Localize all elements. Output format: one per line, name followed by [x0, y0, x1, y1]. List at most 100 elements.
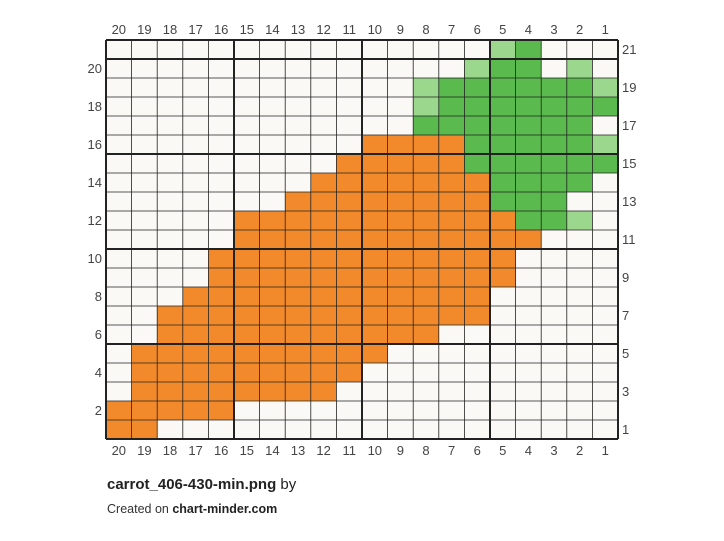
by-text: by	[280, 476, 297, 493]
cell-orange	[413, 154, 439, 173]
column-label-bottom: 2	[576, 443, 583, 458]
cell-orange	[285, 306, 311, 325]
column-label-top: 13	[291, 22, 305, 37]
cell-orange	[310, 268, 337, 287]
cell-orange	[285, 325, 311, 344]
row-label-right: 7	[622, 308, 629, 323]
cell-orange	[259, 306, 286, 325]
cell-green	[515, 97, 542, 116]
cell-orange	[208, 249, 234, 268]
cell-orange	[490, 249, 516, 268]
row-label-left: 12	[88, 213, 102, 228]
cell-orange	[234, 325, 260, 344]
row-label-left: 20	[88, 61, 102, 76]
cell-orange	[387, 135, 414, 154]
column-label-bottom: 14	[265, 443, 279, 458]
cell-orange	[182, 401, 209, 420]
cell-orange	[387, 268, 414, 287]
cell-orange	[490, 230, 516, 249]
cell-orange	[182, 344, 209, 363]
cell-orange	[285, 268, 311, 287]
row-label-left: 6	[95, 327, 102, 342]
column-label-top: 8	[422, 22, 429, 37]
column-label-top: 17	[188, 22, 202, 37]
cell-orange	[464, 268, 490, 287]
cell-orange	[490, 268, 516, 287]
cell-orange	[259, 287, 286, 306]
column-label-bottom: 11	[342, 443, 356, 458]
cell-orange	[285, 192, 311, 211]
cell-green	[515, 173, 542, 192]
cell-orange	[106, 401, 132, 420]
cell-orange	[131, 363, 158, 382]
cell-orange	[310, 173, 337, 192]
cell-orange	[285, 249, 311, 268]
cell-orange	[234, 382, 260, 401]
cell-orange	[310, 192, 337, 211]
column-label-top: 7	[448, 22, 455, 37]
row-label-right: 1	[622, 422, 629, 437]
cell-orange	[234, 344, 260, 363]
cell-orange	[464, 211, 490, 230]
column-label-bottom: 12	[316, 443, 330, 458]
cell-green	[566, 97, 593, 116]
cell-orange	[336, 287, 362, 306]
site-name: chart-minder.com	[172, 502, 278, 516]
column-label-bottom: 16	[214, 443, 228, 458]
cell-orange	[490, 211, 516, 230]
cell-orange	[438, 192, 465, 211]
cell-orange	[413, 230, 439, 249]
cell-orange	[387, 230, 414, 249]
cell-green	[592, 154, 618, 173]
cell-orange	[182, 287, 209, 306]
column-label-top: 14	[265, 22, 279, 37]
cell-light_green	[592, 78, 618, 97]
cell-green	[464, 78, 490, 97]
cell-green	[541, 173, 567, 192]
cell-orange	[387, 325, 414, 344]
cell-orange	[208, 382, 234, 401]
cell-orange	[362, 135, 388, 154]
cell-orange	[310, 249, 337, 268]
column-label-bottom: 15	[240, 443, 254, 458]
column-label-top: 2	[576, 22, 583, 37]
cell-orange	[285, 230, 311, 249]
cell-green	[490, 97, 516, 116]
cell-orange	[182, 306, 209, 325]
cell-orange	[464, 230, 490, 249]
column-label-top: 9	[397, 22, 404, 37]
cell-green	[515, 78, 542, 97]
cell-green	[490, 173, 516, 192]
cell-orange	[362, 325, 388, 344]
cell-orange	[464, 249, 490, 268]
cell-orange	[157, 401, 183, 420]
cell-orange	[413, 249, 439, 268]
cell-green	[515, 116, 542, 135]
row-label-right: 5	[622, 346, 629, 361]
cell-green	[566, 78, 593, 97]
cell-orange	[362, 154, 388, 173]
cell-orange	[157, 363, 183, 382]
cell-orange	[336, 325, 362, 344]
cell-orange	[259, 211, 286, 230]
cell-orange	[387, 154, 414, 173]
cell-orange	[413, 287, 439, 306]
column-label-bottom: 19	[137, 443, 151, 458]
column-label-top: 20	[112, 22, 126, 37]
column-label-bottom: 17	[188, 443, 202, 458]
cell-green	[566, 154, 593, 173]
column-label-top: 4	[525, 22, 532, 37]
cell-orange	[438, 268, 465, 287]
cell-orange	[336, 268, 362, 287]
cell-orange	[336, 363, 362, 382]
row-label-left: 16	[88, 137, 102, 152]
cell-orange	[362, 192, 388, 211]
cell-orange	[285, 287, 311, 306]
cell-orange	[131, 420, 158, 439]
row-label-left: 2	[95, 403, 102, 418]
cell-green	[566, 116, 593, 135]
cell-orange	[310, 382, 337, 401]
column-label-top: 5	[499, 22, 506, 37]
cell-orange	[310, 211, 337, 230]
cell-orange	[362, 268, 388, 287]
